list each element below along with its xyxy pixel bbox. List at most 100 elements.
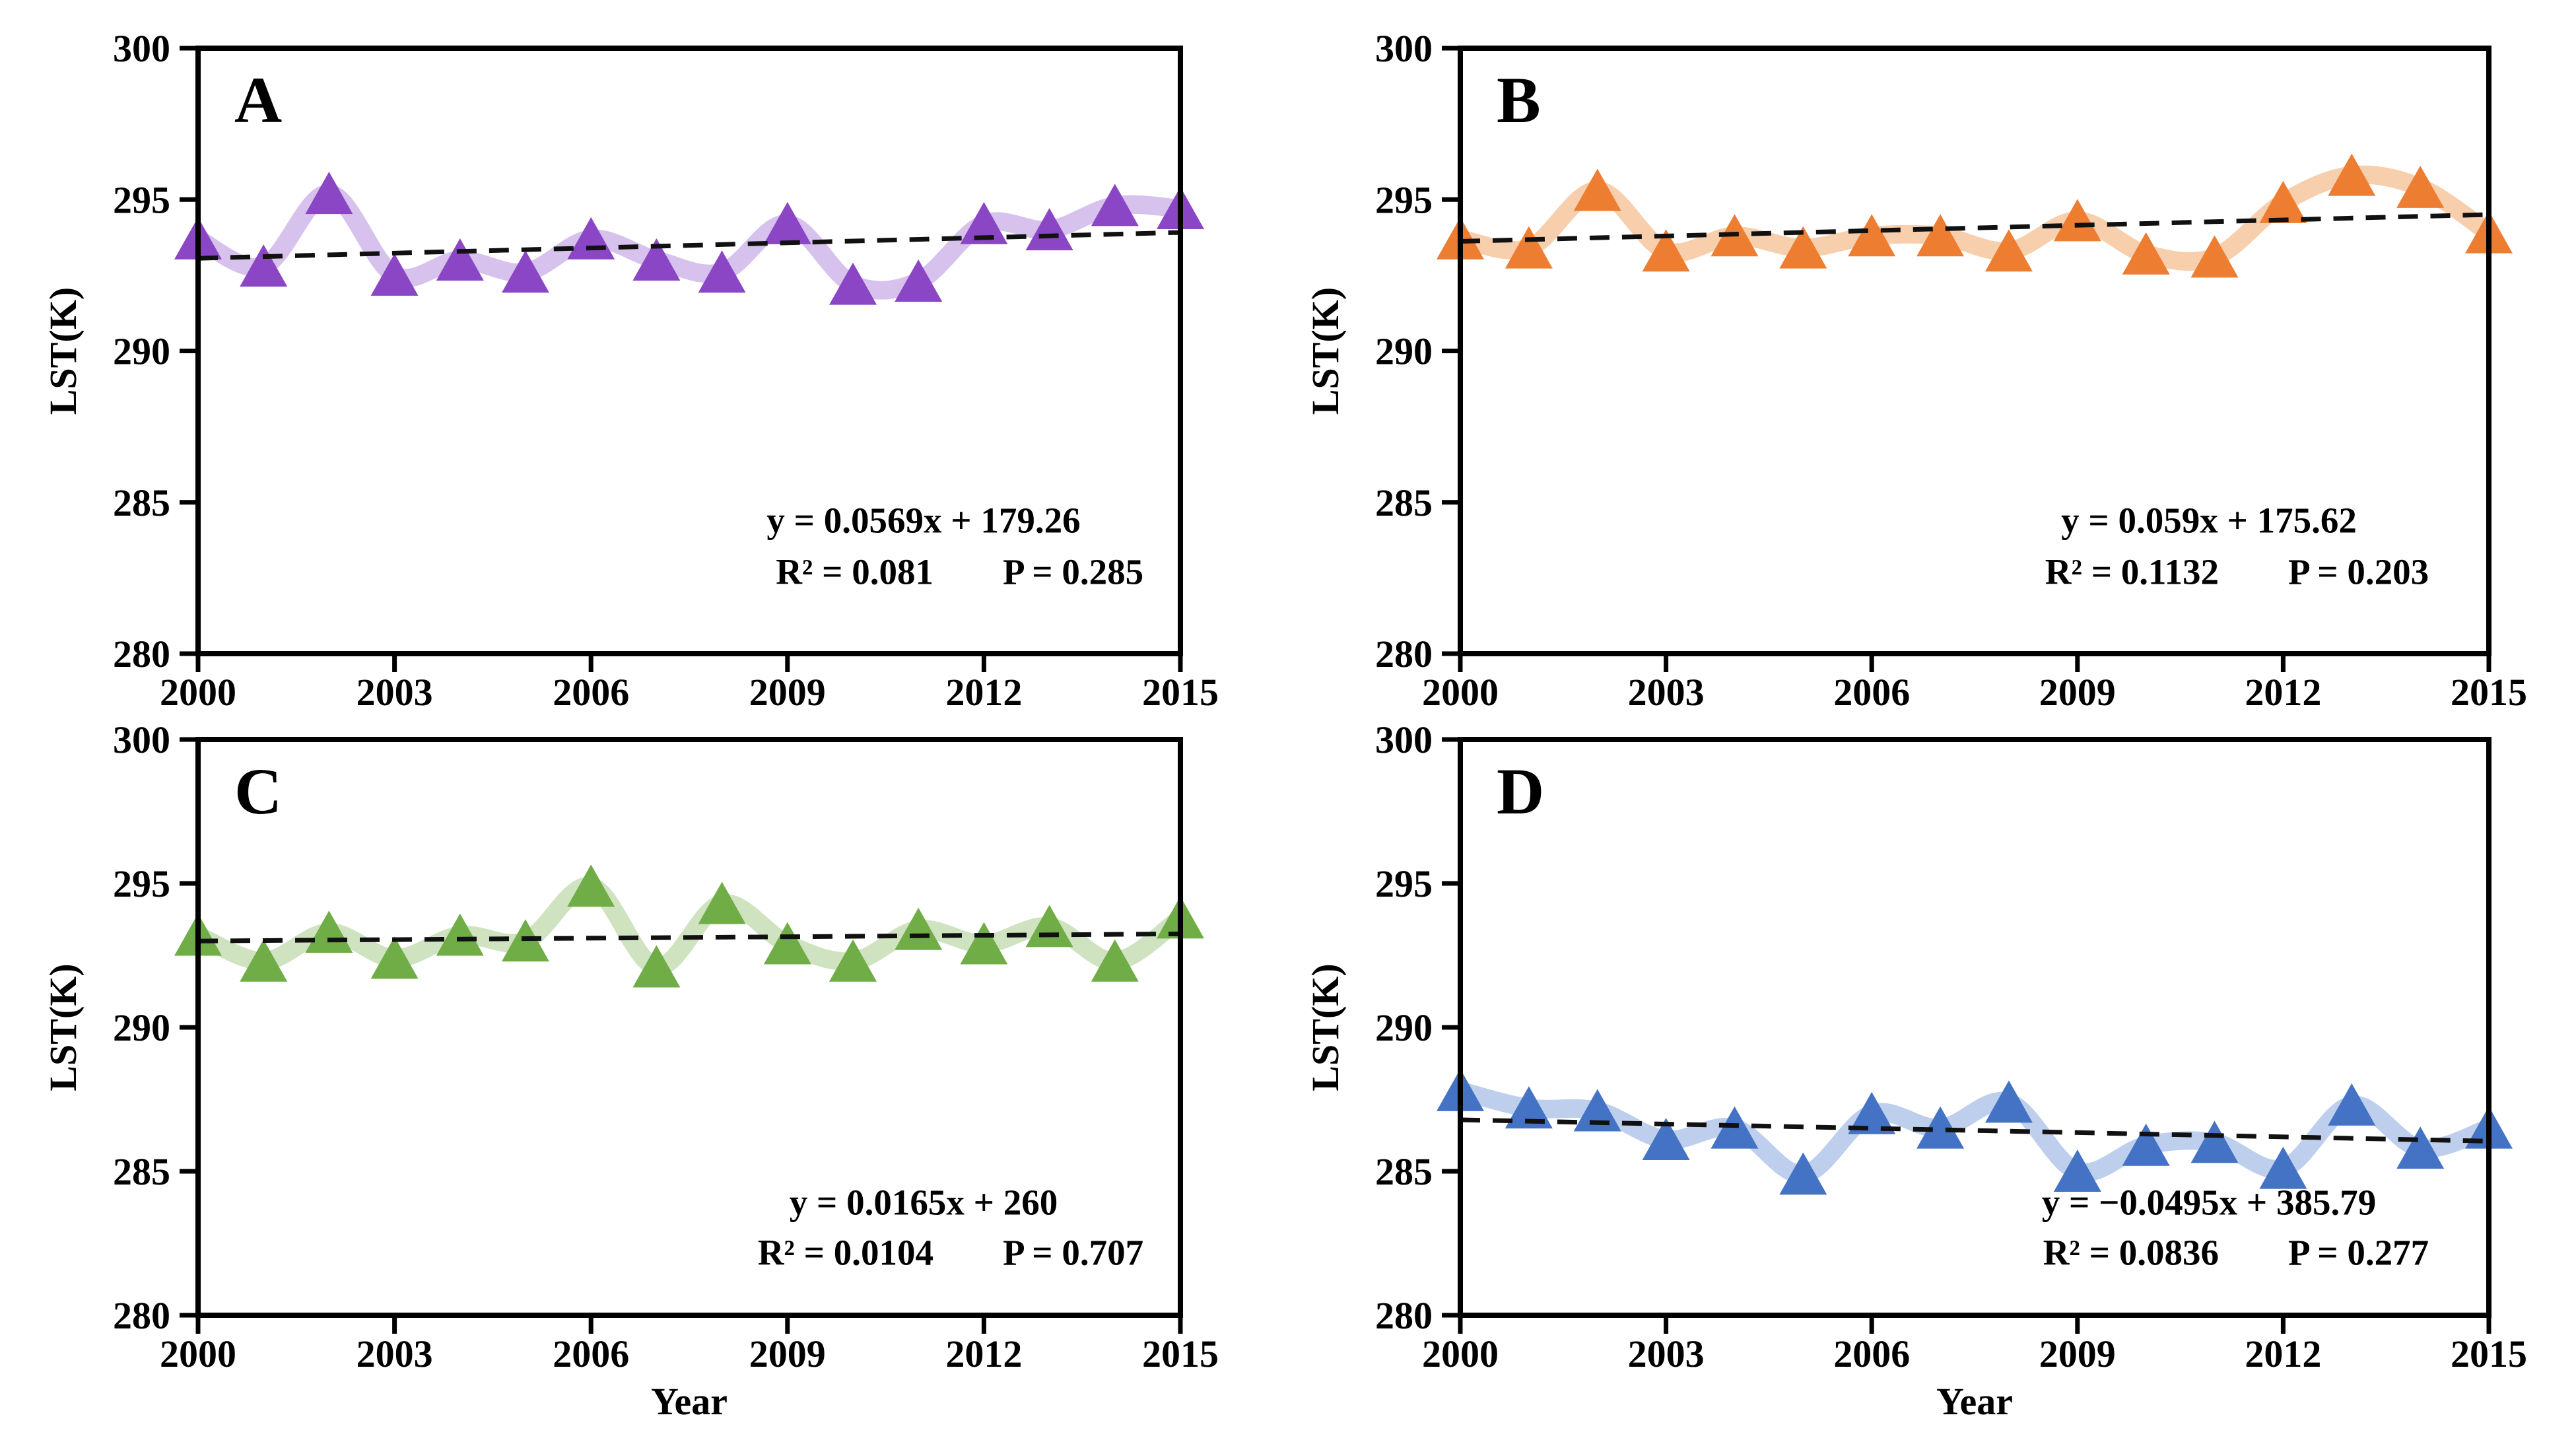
data-point-triangle <box>1091 939 1139 982</box>
data-point-triangle <box>2053 1150 2101 1192</box>
data-point-triangle <box>2396 1126 2445 1169</box>
series-markers <box>174 172 1204 305</box>
p-value-label: P = 0.707 <box>1003 1232 1143 1272</box>
chart-panel-d: 300 295 290 285 280 2000 2003 2006 2009 2012 2015 L… <box>1288 722 2576 1444</box>
data-point-triangle <box>1025 208 1073 251</box>
data-point-triangle <box>1779 226 1827 269</box>
plot-border <box>1458 737 2491 1318</box>
y-tick-label: 290 <box>113 1006 170 1049</box>
y-axis-title: LST(K) <box>42 963 85 1091</box>
data-point-triangle <box>2190 1120 2239 1163</box>
data-point-triangle <box>632 945 681 988</box>
data-point-triangle <box>240 939 288 982</box>
x-tick-label: 2000 <box>1422 1332 1499 1375</box>
data-point-triangle <box>1779 1152 1827 1195</box>
regression-equation: y = 0.0569x + 179.26 <box>766 500 1080 541</box>
y-tick-label: 280 <box>1375 1294 1433 1337</box>
data-point-triangle <box>2122 232 2170 275</box>
panel-letter: C <box>234 755 282 828</box>
data-point-triangle <box>1025 905 1073 947</box>
regression-equation: y = 0.0165x + 260 <box>790 1182 1058 1222</box>
data-point-triangle <box>1848 1091 1896 1134</box>
data-point-triangle <box>960 201 1008 244</box>
y-tick-label: 300 <box>1375 722 1433 761</box>
x-tick-label: 2003 <box>356 671 433 714</box>
x-axis-title: Year <box>651 1380 728 1423</box>
y-tick-label: 290 <box>113 330 170 373</box>
data-point-triangle <box>436 238 484 281</box>
data-point-triangle <box>698 881 746 924</box>
data-point-triangle <box>240 244 288 287</box>
x-tick-label: 2009 <box>2039 671 2116 714</box>
x-axis: 2000 2003 2006 2009 2012 2015 <box>1422 654 2527 714</box>
x-tick-label: 2000 <box>160 1332 236 1375</box>
series-markers <box>1437 153 2513 278</box>
y-tick-label: 295 <box>1375 862 1433 905</box>
y-axis: 300 295 290 285 280 <box>1375 27 1460 675</box>
p-value-label: P = 0.203 <box>2288 552 2429 592</box>
panel-letter: B <box>1497 63 1541 137</box>
x-tick-label: 2012 <box>945 1332 1022 1375</box>
trend-dashed-line <box>197 931 1181 944</box>
data-point-triangle <box>370 936 419 979</box>
series-band-line <box>1451 1081 2498 1184</box>
y-tick-label: 285 <box>113 1150 170 1193</box>
regression-equation: y = 0.059x + 175.62 <box>2061 500 2357 541</box>
y-tick-label: 280 <box>1375 633 1433 675</box>
x-tick-label: 2003 <box>1628 671 1705 714</box>
x-tick-label: 2006 <box>1833 671 1910 714</box>
data-point-triangle <box>502 250 549 293</box>
series-band-line <box>189 877 1190 977</box>
data-point-triangle <box>829 939 877 982</box>
data-point-triangle <box>1984 1080 2033 1123</box>
x-tick-label: 2006 <box>1833 1332 1910 1375</box>
data-point-triangle <box>2328 153 2376 196</box>
trend-dashed-line <box>1460 1117 2490 1144</box>
data-point-triangle <box>1573 168 1621 211</box>
data-point-triangle <box>1642 1118 1690 1161</box>
y-tick-label: 295 <box>113 178 170 221</box>
x-axis: 2000 2003 2006 2009 2012 2015 <box>160 654 1219 714</box>
x-tick-label: 2012 <box>945 671 1022 714</box>
y-axis: 300 295 290 285 280 <box>1375 722 1460 1337</box>
panel-letter: D <box>1497 755 1544 828</box>
x-tick-label: 2006 <box>553 1332 629 1375</box>
y-tick-label: 285 <box>1375 481 1433 524</box>
data-point-triangle <box>1984 229 2033 272</box>
chart-panel-a: 300 295 290 285 280 2000 2003 2006 2009 2012 2015 L… <box>0 0 1288 722</box>
data-point-triangle <box>895 259 943 302</box>
data-point-triangle <box>960 922 1008 965</box>
trend-dashed-line <box>197 230 1181 261</box>
y-axis: 300 295 290 285 280 <box>113 722 198 1337</box>
x-tick-label: 2015 <box>1142 1332 1219 1375</box>
y-axis-title: LST(K) <box>42 287 85 415</box>
y-tick-label: 285 <box>113 481 170 524</box>
y-axis-title: LST(K) <box>1304 287 1347 415</box>
data-point-triangle <box>763 922 811 965</box>
y-tick-label: 290 <box>1375 330 1433 373</box>
data-point-triangle <box>2122 1123 2170 1166</box>
data-point-triangle <box>2053 199 2101 242</box>
r-squared-label: R² = 0.0104 <box>758 1232 933 1272</box>
data-point-triangle <box>1916 214 1965 257</box>
regression-equation: y = −0.0495x + 385.79 <box>2042 1182 2377 1222</box>
p-value-label: P = 0.277 <box>2288 1232 2429 1272</box>
data-point-triangle <box>436 913 484 956</box>
data-point-triangle <box>2396 165 2445 208</box>
x-tick-label: 2003 <box>1628 1332 1705 1375</box>
panel-letter: A <box>234 63 282 137</box>
r-squared-label: R² = 0.081 <box>776 552 933 592</box>
x-tick-label: 2003 <box>356 1332 433 1375</box>
x-tick-label: 2012 <box>2245 671 2321 714</box>
y-tick-label: 300 <box>1375 27 1433 70</box>
x-tick-label: 2000 <box>160 671 236 714</box>
x-tick-label: 2009 <box>2039 1332 2116 1375</box>
y-tick-label: 290 <box>1375 1006 1433 1049</box>
y-tick-label: 280 <box>113 1294 170 1337</box>
data-point-triangle <box>2259 1146 2307 1189</box>
series-band-line <box>1451 165 2498 271</box>
x-axis-title: Year <box>1936 1380 2013 1423</box>
